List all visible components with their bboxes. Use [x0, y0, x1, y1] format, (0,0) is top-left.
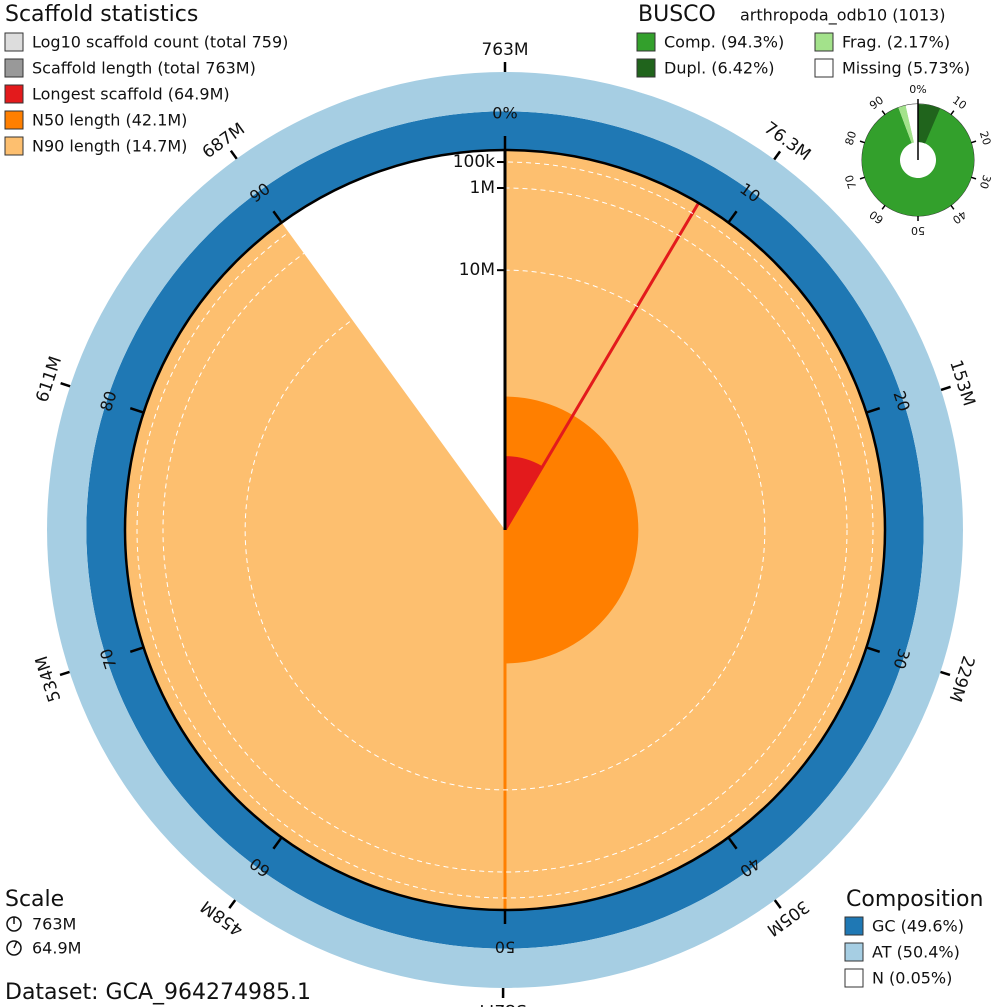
- tick-mark: [940, 670, 951, 677]
- legend-swatch: [844, 916, 864, 936]
- legend-label: Comp. (94.3%): [664, 33, 784, 52]
- tick-mark: [129, 407, 144, 414]
- legend-swatch: [844, 942, 864, 962]
- busco-tick-label: 40: [950, 208, 969, 227]
- legend-label: Scaffold length (total 763M): [32, 59, 256, 78]
- legend-swatch: [4, 32, 24, 52]
- tick-mark: [229, 149, 238, 160]
- busco-tick-label: 0%: [909, 83, 926, 96]
- legend-label: AT (50.4%): [872, 943, 960, 962]
- radius-tick-label: 100k: [453, 152, 495, 172]
- busco-tick-label: 90: [867, 94, 886, 113]
- length-tick-label: 153M: [945, 358, 978, 409]
- legend-swatch: [814, 58, 834, 78]
- tick-mark: [773, 150, 782, 161]
- longest-line: [503, 202, 700, 531]
- legend-label: Frag. (2.17%): [842, 33, 950, 52]
- busco-title: BUSCO: [638, 2, 716, 27]
- tick-mark: [971, 140, 977, 144]
- tick-mark: [60, 381, 71, 388]
- scale-title: Scale: [5, 887, 64, 912]
- busco-lineage: arthropoda_odb10 (1013): [740, 6, 945, 26]
- tick-mark: [59, 670, 70, 677]
- busco-tick-label: 80: [843, 130, 860, 147]
- legend-label: N90 length (14.7M): [32, 137, 187, 156]
- busco-tick-label: 50: [911, 224, 925, 237]
- legend-swatch: [4, 84, 24, 104]
- tick-mark: [950, 204, 955, 210]
- n50-sector: [505, 396, 639, 664]
- legend-label: Dupl. (6.42%): [664, 59, 775, 78]
- length-tick-label: 382M: [479, 1000, 526, 1007]
- legend-swatch: [4, 110, 24, 130]
- length-tick-label: 763M: [481, 40, 528, 60]
- length-tick-label: 611M: [32, 354, 66, 405]
- tick-mark: [272, 836, 283, 850]
- percent-tick-label: 50: [495, 938, 515, 957]
- grid-line: [136, 161, 874, 899]
- length-tick-label: 229M: [945, 653, 979, 704]
- radius-tick-label: 10M: [459, 260, 495, 280]
- tick-mark: [866, 407, 881, 414]
- legend-label: GC (49.6%): [872, 917, 964, 936]
- busco-tick-label: 20: [977, 130, 994, 147]
- busco-tick-label: 70: [843, 173, 860, 190]
- legend-label: Longest scaffold (64.9M): [32, 85, 230, 104]
- stats-title: Scaffold statistics: [5, 2, 198, 27]
- tick-mark: [859, 140, 865, 144]
- legend-label: Log10 scaffold count (total 759): [32, 33, 288, 52]
- grid-line: [244, 269, 766, 791]
- tick-mark: [228, 899, 237, 909]
- tick-mark: [881, 204, 886, 210]
- busco-segment: [918, 104, 940, 144]
- legend-swatch: [4, 136, 24, 156]
- radius-tick-label: 1M: [470, 178, 495, 198]
- scale-icons: [6, 916, 22, 956]
- tick-mark: [881, 110, 886, 116]
- dataset: Dataset: GCA_964274985.1: [5, 980, 311, 1005]
- tick-mark: [971, 176, 977, 180]
- legend-label: N50 length (42.1M): [32, 111, 187, 130]
- legend-label: N (0.05%): [872, 969, 952, 988]
- busco-tick-label: 60: [867, 208, 886, 227]
- tick-mark: [773, 899, 782, 909]
- length-tick-label: 534M: [32, 653, 66, 704]
- tick-mark: [272, 210, 283, 224]
- legend-swatch: [4, 58, 24, 78]
- composition-title: Composition: [846, 887, 983, 912]
- busco-segment: [898, 105, 915, 144]
- tick-mark: [940, 385, 951, 392]
- busco-tick-label: 10: [950, 94, 969, 113]
- legend-swatch: [844, 968, 864, 988]
- percent-tick-label: 0%: [492, 104, 517, 123]
- legend-swatch: [636, 32, 656, 52]
- busco-tick-label: 30: [977, 173, 994, 190]
- legend-label: Missing (5.73%): [842, 59, 970, 78]
- tick-mark: [950, 110, 955, 116]
- scale-label: 763M: [32, 915, 76, 934]
- legend-swatch: [814, 32, 834, 52]
- tick-mark: [129, 646, 144, 653]
- tick-mark: [866, 646, 881, 653]
- legend-swatch: [636, 58, 656, 78]
- tick-mark: [727, 836, 738, 850]
- busco-segment: [861, 104, 975, 216]
- grid-line: [162, 187, 848, 873]
- tick-mark: [727, 210, 738, 224]
- scale-label: 64.9M: [32, 939, 81, 958]
- tick-mark: [859, 176, 865, 180]
